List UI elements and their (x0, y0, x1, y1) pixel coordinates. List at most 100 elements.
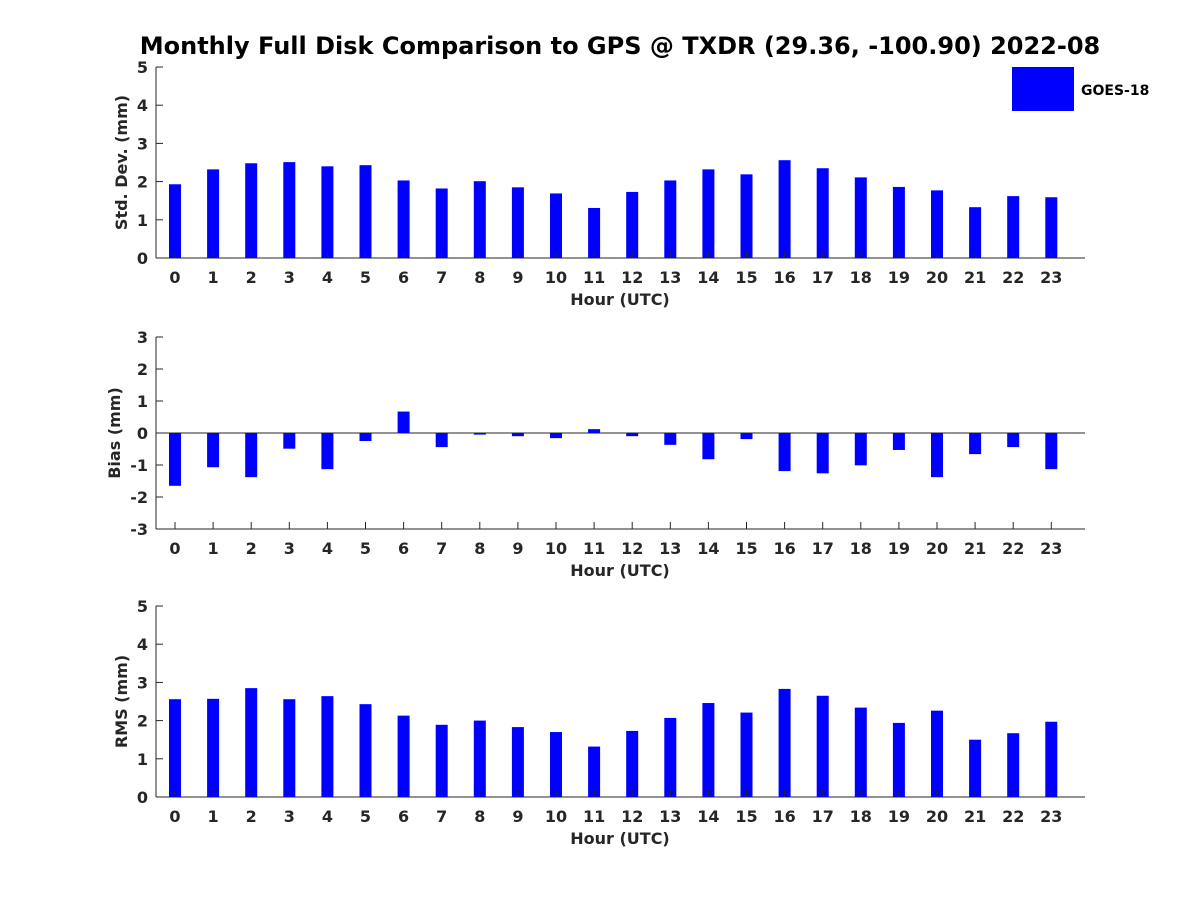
x-tick-label: 12 (621, 539, 643, 558)
bar (816, 433, 829, 474)
x-tick-label: 8 (474, 539, 485, 558)
bar (283, 699, 296, 797)
bar (169, 184, 181, 258)
x-tick-label: 4 (322, 539, 333, 558)
x-tick-label: 14 (697, 539, 719, 558)
bar (397, 715, 410, 797)
y-tick-label: 2 (137, 173, 148, 192)
x-tick-label: 5 (360, 268, 371, 287)
x-tick-label: 17 (812, 807, 834, 826)
y-tick-label: 1 (137, 392, 148, 411)
bar (702, 703, 715, 797)
x-tick-label: 21 (964, 807, 986, 826)
x-tick-label: 4 (322, 807, 333, 826)
x-tick-label: 16 (773, 268, 795, 287)
bar (740, 433, 753, 440)
y-tick-label: 3 (137, 673, 148, 692)
x-tick-label: 8 (474, 807, 485, 826)
bar (550, 433, 562, 439)
bar (207, 698, 220, 797)
x-tick-label: 1 (208, 268, 219, 287)
y-axis-label: Std. Dev. (mm) (112, 95, 131, 230)
y-tick-label: 0 (137, 788, 148, 807)
bar (550, 193, 562, 258)
bar (321, 166, 334, 258)
x-tick-label: 17 (812, 268, 834, 287)
bar (1007, 733, 1020, 797)
x-tick-label: 12 (621, 807, 643, 826)
x-tick-label: 5 (360, 539, 371, 558)
bar (511, 727, 524, 797)
x-tick-label: 18 (850, 539, 872, 558)
x-tick-label: 23 (1040, 539, 1062, 558)
bar (435, 188, 448, 258)
bar (892, 722, 905, 797)
bar (816, 695, 829, 797)
y-tick-label: 3 (137, 134, 148, 153)
y-tick-label: 1 (137, 750, 148, 769)
legend-swatch (1012, 67, 1074, 111)
y-tick-label: -1 (130, 456, 148, 475)
bar (588, 207, 601, 258)
x-tick-label: 8 (474, 268, 485, 287)
x-tick-label: 10 (545, 268, 567, 287)
x-tick-label: 15 (735, 807, 757, 826)
bar (473, 181, 486, 258)
bar (359, 704, 372, 797)
chart-title: Monthly Full Disk Comparison to GPS @ TX… (140, 32, 1101, 60)
y-tick-label: 1 (137, 211, 148, 230)
bar (854, 707, 867, 797)
x-tick-label: 11 (583, 807, 605, 826)
x-tick-label: 18 (850, 268, 872, 287)
bar (511, 187, 524, 258)
legend: GOES-18 (1012, 67, 1149, 111)
y-tick-label: -2 (130, 488, 148, 507)
bar (283, 433, 296, 449)
x-tick-label: 3 (284, 539, 295, 558)
bar (626, 433, 639, 437)
x-tick-label: 0 (169, 807, 180, 826)
bar (816, 168, 829, 258)
x-tick-label: 15 (735, 539, 757, 558)
x-tick-label: 6 (398, 539, 409, 558)
bar (550, 732, 562, 797)
bar (626, 730, 639, 797)
legend-label: GOES-18 (1081, 83, 1149, 99)
bar (664, 717, 677, 797)
bar (321, 433, 334, 470)
bar (1045, 433, 1058, 470)
bar (473, 433, 486, 435)
y-tick-label: 4 (137, 635, 148, 654)
x-tick-label: 9 (512, 807, 523, 826)
x-tick-label: 10 (545, 539, 567, 558)
x-tick-label: 4 (322, 268, 333, 287)
x-tick-label: 15 (735, 268, 757, 287)
x-tick-label: 11 (583, 539, 605, 558)
x-tick-label: 14 (697, 807, 719, 826)
x-tick-label: 0 (169, 268, 180, 287)
bar (207, 433, 220, 468)
x-tick-label: 20 (926, 539, 948, 558)
x-tick-label: 21 (964, 539, 986, 558)
x-tick-label: 9 (512, 268, 523, 287)
x-tick-label: 7 (436, 539, 447, 558)
bar (321, 696, 334, 797)
bar (740, 712, 753, 797)
y-axis-label: Bias (mm) (105, 387, 124, 479)
bar (397, 411, 410, 433)
bar (778, 160, 791, 258)
x-tick-label: 20 (926, 807, 948, 826)
x-tick-label: 10 (545, 807, 567, 826)
bar (854, 433, 867, 466)
x-tick-label: 17 (812, 539, 834, 558)
y-tick-label: 0 (137, 249, 148, 268)
bar (169, 699, 181, 797)
bar (435, 724, 448, 797)
x-tick-label: 22 (1002, 268, 1024, 287)
bar (359, 165, 372, 258)
x-tick-label: 23 (1040, 807, 1062, 826)
y-tick-label: 0 (137, 424, 148, 443)
x-tick-label: 19 (888, 539, 910, 558)
